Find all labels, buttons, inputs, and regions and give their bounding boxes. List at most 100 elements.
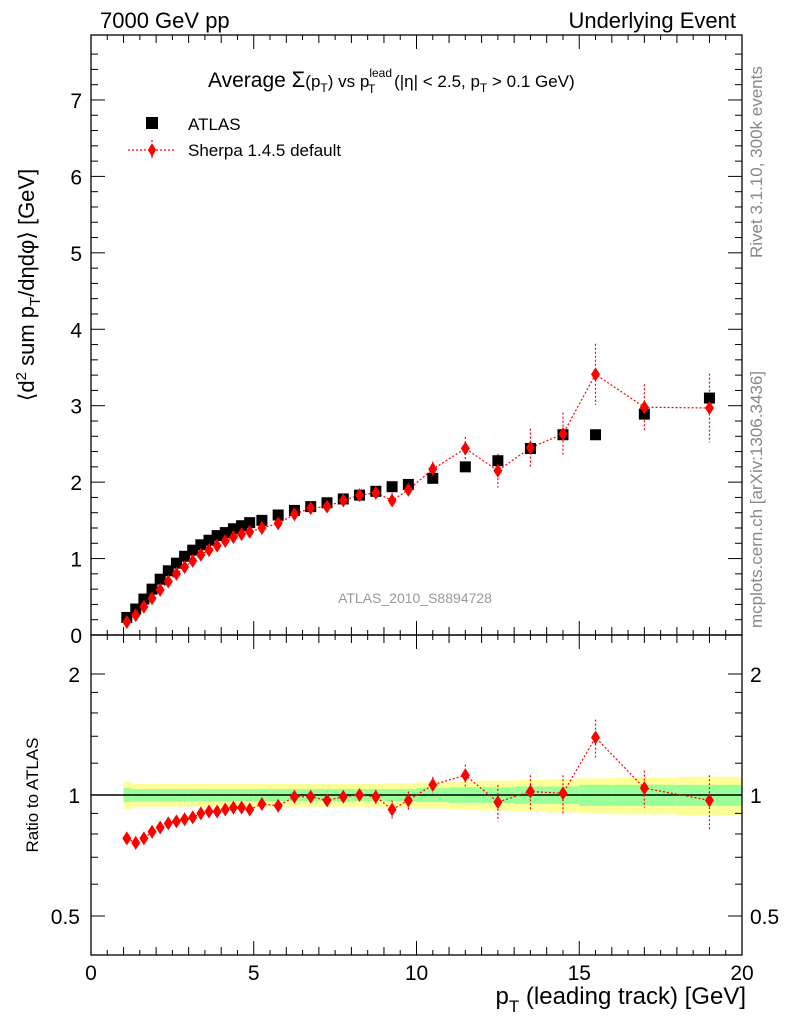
atlas-point [162,565,174,577]
header-right: Underlying Event [568,8,736,33]
ratio-point [122,831,132,846]
ratio-point [371,789,381,804]
ratio-point [322,793,332,808]
legend-sherpa-marker [148,143,156,157]
y-tick-label: 5 [70,243,82,266]
sherpa-point [387,493,397,508]
y-tick-label: 1 [70,549,82,572]
sherpa-point [212,538,222,553]
sherpa-point [257,520,267,535]
atlas-point [211,530,223,542]
ratio-point [212,804,222,819]
sherpa-point [188,553,198,568]
ratio-point [338,789,348,804]
y-tick-label: 2 [70,472,82,495]
ratio-point [460,768,470,783]
legend-sherpa-label: Sherpa 1.4.5 default [188,141,341,160]
ratio-point [245,802,255,817]
atlas-point [170,557,182,569]
x-tick-label: 15 [568,962,591,985]
ratio-point [525,784,535,799]
mcplots-info: mcplots.cern.ch [arXiv:1306.3436] [747,371,766,628]
sherpa-point [273,516,283,531]
sherpa-point [196,547,206,562]
sherpa-point [163,574,173,589]
ratio-point [163,816,173,831]
sherpa-point [131,608,141,623]
ratio-point [228,800,238,815]
sherpa-point [371,485,381,500]
ratio-tick-label-right: 1 [750,785,762,808]
ratio-point [403,793,413,808]
sherpa-point [558,426,568,441]
sherpa-point [122,615,132,630]
y-tick-label: 4 [70,319,82,342]
sherpa-line [126,373,710,623]
atlas-point [492,455,504,467]
atlas-point [203,534,215,546]
ratio-tick-label-right: 2 [750,664,762,687]
atlas-point [154,573,166,585]
ratio-point [289,789,299,804]
sherpa-point [171,566,181,581]
sherpa-point [139,599,149,614]
y-tick-label: 0 [70,625,82,648]
sherpa-point [338,493,348,508]
atlas-point [427,472,439,484]
sherpa-point [591,367,601,382]
ratio-point [355,788,365,802]
ratio-point [704,793,714,808]
atlas-point [703,392,715,404]
ratio-tick-label: 0.5 [51,906,80,929]
legend: ATLAS Sherpa 1.4.5 default [128,115,341,160]
sherpa-point [237,527,247,542]
atlas-point [236,520,248,532]
sherpa-point [306,501,316,516]
ratio-point [493,795,503,810]
atlas-point [179,550,191,562]
legend-atlas-marker [146,117,158,129]
sherpa-point [228,530,238,545]
y-tick-label: 3 [70,396,82,419]
sherpa-point [704,400,714,415]
ratio-tick-label-right: 0.5 [750,906,779,929]
ratio-point [273,798,283,813]
sherpa-point [403,482,413,497]
ratio-point [204,804,214,819]
x-tick-label: 10 [405,962,428,985]
ratio-tick-label: 1 [68,785,80,808]
sherpa-point [355,488,365,503]
ratio-point [237,800,247,815]
sherpa-point [147,591,157,606]
y-tick-label: 7 [70,90,82,113]
sherpa-point [525,440,535,455]
atlas-point [256,514,268,526]
y-tick-label: 6 [70,166,82,189]
atlas-point [195,539,207,551]
sherpa-point [428,462,438,477]
sherpa-point [220,533,230,548]
sherpa-point [180,559,190,574]
ratio-point [147,824,157,839]
ratio-point [558,786,568,801]
atlas-point [386,481,398,493]
ratio-point [188,810,198,825]
sherpa-point [204,543,214,558]
analysis-watermark: ATLAS_2010_S8894728 [338,590,492,606]
legend-atlas-label: ATLAS [188,115,241,134]
sherpa-point [245,524,255,539]
atlas-point [227,523,239,535]
ratio-point [591,730,601,745]
ratio-point [306,789,316,804]
ratio-line [126,736,710,844]
x-axis-label: pT (leading track) [GeV] [495,983,746,1016]
ratio-point [180,812,190,827]
ratio-point [387,802,397,817]
ratio-point [171,814,181,829]
atlas-point [244,517,256,529]
ratio-y-axis-label: Ratio to ATLAS [23,738,42,853]
atlas-point [272,509,284,521]
ratio-point [220,802,230,817]
sherpa-point [155,582,165,597]
atlas-point [138,593,150,605]
